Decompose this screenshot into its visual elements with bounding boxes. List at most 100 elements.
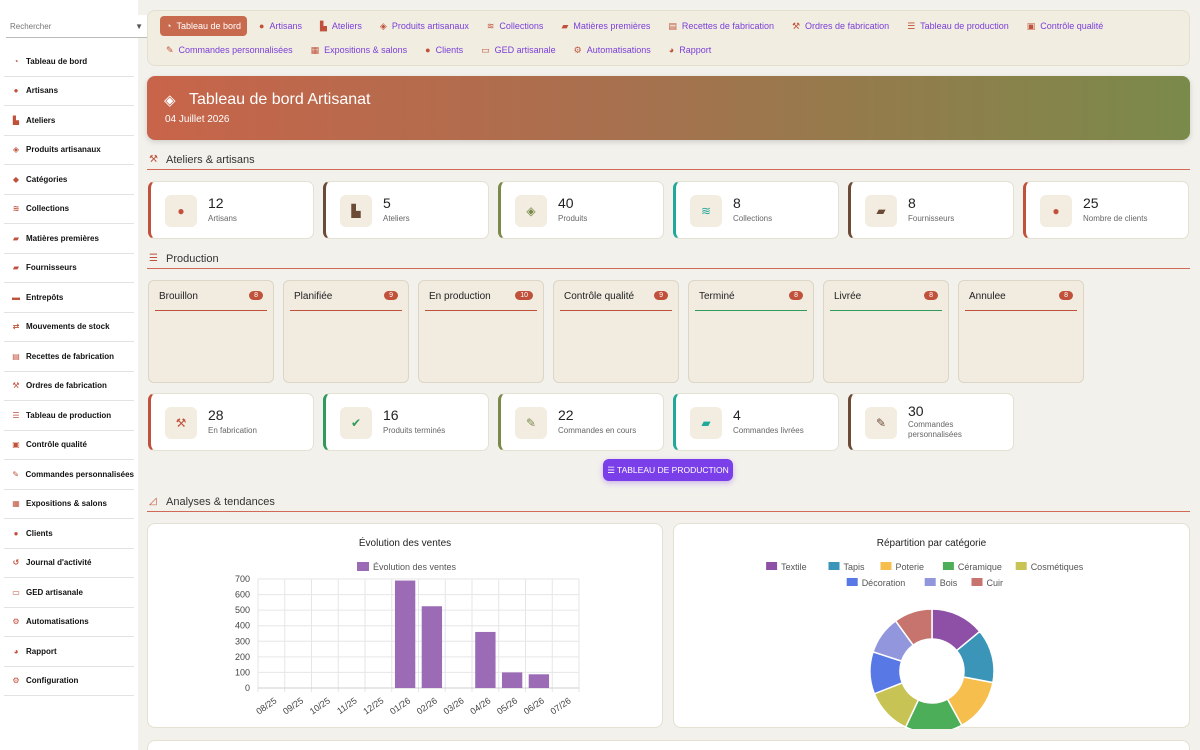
y-tick-label: 700 — [235, 574, 250, 584]
sidebar-item[interactable]: ≋ Collections — [4, 195, 134, 224]
stat-card[interactable]: ✎ 22 Commandes en cours — [498, 393, 664, 451]
top-nav-item[interactable]: ▣ Contrôle qualité — [1021, 16, 1110, 36]
kanban-column[interactable]: Brouillon 8 — [148, 280, 274, 383]
sidebar-item[interactable]: ▙ Ateliers — [4, 106, 134, 136]
top-nav-item[interactable]: ≋ Collections — [481, 16, 550, 36]
top-nav-item[interactable]: ⚒ Ordres de fabrication — [786, 16, 895, 36]
bar[interactable] — [501, 672, 523, 688]
gear-icon: ⚙ — [12, 676, 20, 686]
sidebar-item-label: Configuration — [26, 676, 79, 686]
sidebar-item[interactable]: ▬ Entrepôts — [4, 283, 134, 313]
top-nav-item[interactable]: ◔ Tableau de bord — [160, 16, 247, 36]
kanban-column[interactable]: Contrôle qualité 9 — [553, 280, 679, 383]
legend-label: Poterie — [896, 562, 925, 572]
sidebar-item[interactable]: ⚙ Automatisations — [4, 608, 134, 637]
top-nav-item[interactable]: ⚙ Automatisations — [568, 40, 657, 60]
sidebar-item[interactable]: ● Artisans — [4, 77, 134, 106]
sidebar-item[interactable]: ▰ Matières premières — [4, 224, 134, 254]
kanban-column[interactable]: Planifiée 9 — [283, 280, 409, 383]
section-title: Ateliers & artisans — [166, 154, 255, 166]
top-nav-item[interactable]: ● Clients — [419, 40, 469, 60]
top-nav-item[interactable]: ▤ Recettes de fabrication — [662, 16, 780, 36]
stat-value: 28 — [208, 407, 224, 423]
stat-card[interactable]: ● 25 Nombre de clients — [1023, 181, 1189, 239]
category-chart-panel: Répartition par catégorie Textile Tapis Po… — [673, 523, 1190, 729]
stat-card[interactable]: ≋ 8 Collections — [673, 181, 839, 239]
production-board-button[interactable]: ☰ TABLEAU DE PRODUCTION — [603, 459, 733, 481]
users-icon: ● — [13, 528, 19, 538]
stat-card[interactable]: ● 12 Artisans — [148, 181, 314, 239]
kanban-column[interactable]: En production 10 — [418, 280, 544, 383]
kanban-divider — [830, 310, 942, 311]
stat-card[interactable]: ⚒ 28 En fabrication — [148, 393, 314, 451]
bar[interactable] — [421, 606, 443, 688]
kanban-column[interactable]: Livrée 8 — [823, 280, 949, 383]
sidebar-item[interactable]: ▦ Expositions & salons — [4, 490, 134, 519]
kanban-column[interactable]: Terminé 8 — [688, 280, 814, 383]
search-box[interactable]: ▼ — [6, 15, 147, 38]
legend-swatch — [766, 562, 778, 570]
truck-icon: ▰ — [12, 233, 20, 243]
top-nav-item[interactable]: ● Artisans — [253, 16, 308, 36]
legend-swatch — [357, 562, 369, 571]
x-tick-label: 07/26 — [549, 695, 573, 716]
stat-card[interactable]: ✎ 30 Commandes personnalisées — [848, 393, 1014, 451]
stat-label: Commandes personnalisées — [908, 420, 962, 439]
chart-title: Évolution des ventes — [358, 538, 452, 549]
top-nav-item[interactable]: ▙ Ateliers — [314, 16, 368, 36]
stat-card[interactable]: ▙ 5 Ateliers — [323, 181, 489, 239]
folder-icon: ▭ — [481, 44, 490, 55]
sidebar-item[interactable]: ▰ Fournisseurs — [4, 254, 134, 283]
bar[interactable] — [394, 580, 416, 688]
sidebar-item[interactable]: ⚙ Configuration — [4, 667, 134, 696]
x-tick-label: 06/26 — [522, 695, 546, 716]
store-icon: ▦ — [310, 44, 320, 55]
stat-card[interactable]: ✔ 16 Produits terminés — [323, 393, 489, 451]
sidebar-item[interactable]: ☰ Tableau de production — [4, 401, 134, 431]
truck-icon: ▰ — [12, 263, 20, 273]
top-nav-item[interactable]: ✎ Commandes personnalisées — [160, 40, 299, 60]
sidebar-item[interactable]: ▤ Recettes de fabrication — [4, 342, 134, 372]
sidebar-item[interactable]: ◈ Produits artisanaux — [4, 136, 134, 165]
legend-swatch — [828, 562, 840, 570]
bar[interactable] — [528, 674, 550, 688]
sidebar-item[interactable]: ▣ Contrôle qualité — [4, 431, 134, 460]
top-nav-label: Ateliers — [331, 21, 362, 31]
chevron-down-icon[interactable]: ▼ — [135, 22, 143, 31]
sidebar-item[interactable]: ◆ Catégories — [4, 165, 134, 195]
top-nav-item[interactable]: ◕ Rapport — [663, 40, 717, 60]
sidebar-item-label: Mouvements de stock — [26, 322, 110, 332]
section-title: Analyses & tendances — [166, 496, 275, 508]
list-icon: ☰ — [907, 20, 916, 31]
truck-icon: ▰ — [690, 407, 722, 439]
warehouse-icon: ▬ — [12, 292, 20, 302]
sidebar-item[interactable]: ↺ Journal d'activité — [4, 549, 134, 578]
sidebar-item[interactable]: ◔ Tableau de bord — [4, 47, 134, 77]
top-nav-item[interactable]: ▰ Matières premières — [555, 16, 656, 36]
sidebar-item[interactable]: ◕ Rapport — [4, 637, 134, 667]
stat-card[interactable]: ▰ 8 Fournisseurs — [848, 181, 1014, 239]
bar[interactable] — [475, 631, 496, 688]
section-analyses: ◿ Analyses & tendances — [147, 494, 1190, 512]
x-tick-label: 04/26 — [468, 695, 492, 716]
kanban-column[interactable]: Annulee 8 — [958, 280, 1084, 383]
sidebar-item[interactable]: ⚒ Ordres de fabrication — [4, 372, 134, 401]
top-nav-label: Commandes personnalisées — [178, 45, 293, 55]
sidebar-item[interactable]: ✎ Commandes personnalisées — [4, 460, 134, 490]
top-nav-item[interactable]: ◈ Produits artisanaux — [374, 16, 475, 36]
sidebar-item[interactable]: ⇄ Mouvements de stock — [4, 313, 134, 342]
top-nav-item[interactable]: ▭ GED artisanale — [475, 40, 562, 60]
sidebar-item[interactable]: ● Clients — [4, 519, 134, 549]
stat-card[interactable]: ◈ 40 Produits — [498, 181, 664, 239]
top-nav-item[interactable]: ▦ Expositions & salons — [305, 40, 414, 60]
sidebar-item[interactable]: ▭ GED artisanale — [4, 578, 134, 608]
stat-card[interactable]: ▰ 4 Commandes livrées — [673, 393, 839, 451]
sidebar: ▼ ◔ Tableau de bord ● Artisans ▙ Ateliers ◈ Pro… — [0, 0, 147, 750]
user-icon: ● — [259, 21, 265, 31]
kanban-divider — [290, 310, 402, 311]
tags-icon: ◆ — [12, 174, 20, 184]
doughnut-slice[interactable] — [894, 608, 933, 647]
y-tick-label: 100 — [235, 667, 250, 677]
search-input[interactable] — [6, 15, 126, 37]
top-nav-item[interactable]: ☰ Tableau de production — [901, 16, 1015, 36]
